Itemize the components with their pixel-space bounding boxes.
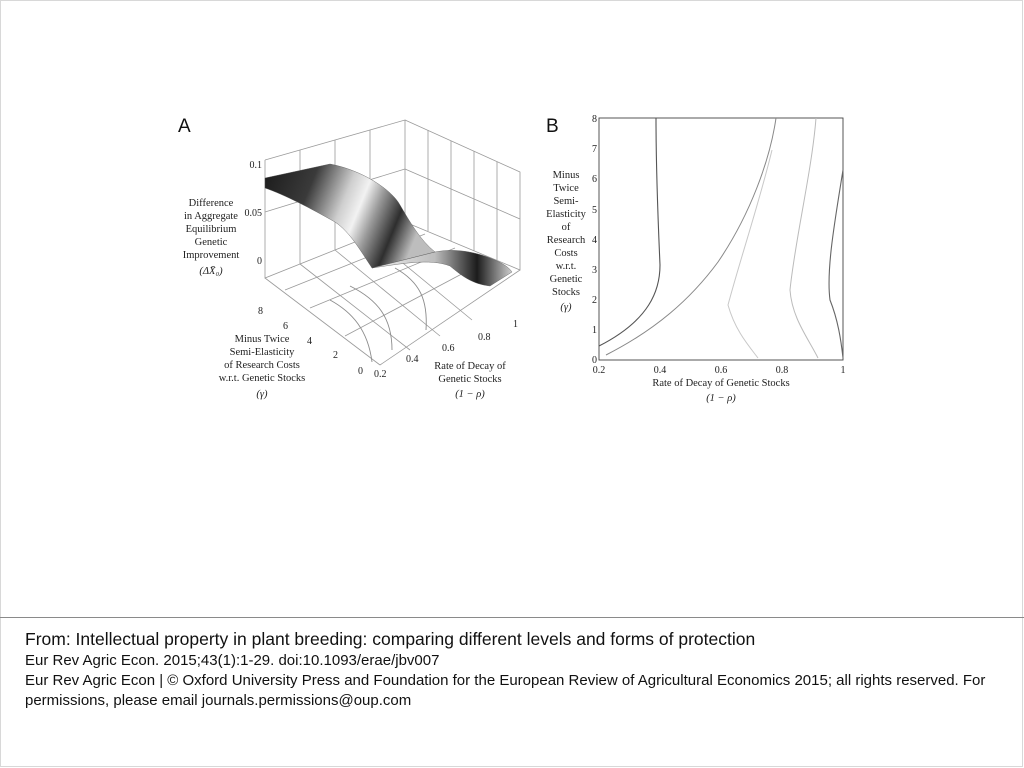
panel-b-y-tick: 8: [592, 114, 597, 125]
panel-b-plot-frame: [598, 117, 844, 361]
contour-line: [727, 149, 773, 359]
gamma-label-line: Semi-Elasticity: [230, 347, 295, 358]
panel-a: A: [178, 116, 521, 400]
panel-b-x-tick: 0.8: [776, 365, 789, 376]
panel-b-y-tick: 0: [592, 355, 597, 366]
panel-a-gamma-tick: 4: [307, 336, 312, 347]
contour-line: [828, 169, 844, 359]
panel-b-x-tick: 1: [841, 365, 846, 376]
panel-b-letter: B: [546, 116, 559, 137]
panel-a-decay-tick: 1: [513, 319, 518, 330]
panel-b-contours: [598, 117, 844, 359]
contour-line: [598, 117, 661, 347]
panel-a-decay-tick: 0.8: [478, 332, 491, 343]
b-y-label-line: w.r.t.: [556, 261, 577, 272]
b-y-label-line: Research: [547, 235, 586, 246]
b-y-label-line: Twice: [553, 183, 579, 194]
z-label-line: in Aggregate: [184, 211, 238, 222]
gamma-label-line: w.r.t. Genetic Stocks: [219, 373, 306, 384]
b-y-label-line: Genetic: [550, 274, 583, 285]
panel-a-gamma-tick: 2: [333, 350, 338, 361]
b-y-label-line: Costs: [554, 248, 577, 259]
panel-a-decay-tick: 0.4: [406, 354, 419, 365]
panel-a-box: [264, 119, 521, 366]
decay-label-line: Genetic Stocks: [438, 374, 501, 385]
figure-caption: From: Intellectual property in plant bre…: [25, 627, 1000, 711]
caption-citation: Eur Rev Agric Econ. 2015;43(1):1-29. doi…: [25, 652, 440, 669]
b-y-axis-symbol: (γ): [560, 302, 572, 313]
panel-a-gamma-ticks: 8 6 4 2 0: [258, 306, 363, 377]
decay-label-line: Rate of Decay of: [434, 361, 506, 372]
panel-b-y-label: Minus Twice Semi- Elasticity of Research…: [546, 170, 586, 313]
panel-b-y-tick: 3: [592, 265, 597, 276]
panel-b: B 8 7 6 5 4 3 2 1 0 0.2 0.4 0.6 0.8 1: [546, 114, 846, 404]
panel-a-gamma-tick: 8: [258, 306, 263, 317]
panel-a-z-tick: 0: [257, 256, 262, 267]
z-label-line: Improvement: [183, 250, 240, 261]
panel-b-x-tick: 0.2: [593, 365, 606, 376]
figure-graphic: A: [178, 114, 846, 404]
b-x-axis-symbol: (1 − ρ): [706, 393, 736, 404]
caption-copyright: Eur Rev Agric Econ | © Oxford University…: [25, 672, 986, 709]
panel-b-y-tick: 2: [592, 295, 597, 306]
panel-b-x-ticks: 0.2 0.4 0.6 0.8 1: [593, 365, 846, 376]
caption-divider: [0, 617, 1024, 618]
gamma-axis-symbol: (γ): [256, 389, 268, 400]
b-y-label-line: Elasticity: [546, 209, 586, 220]
panel-a-decay-label: Rate of Decay of Genetic Stocks (1 − ρ): [434, 361, 506, 400]
b-y-label-line: Semi-: [553, 196, 579, 207]
gamma-label-line: of Research Costs: [224, 360, 300, 371]
z-label-line: Genetic: [195, 237, 228, 248]
b-x-label: Rate of Decay of Genetic Stocks: [652, 378, 789, 389]
gamma-label-line: Minus Twice: [235, 334, 290, 345]
panel-a-decay-ticks: 0.2 0.4 0.6 0.8 1: [374, 319, 518, 380]
b-y-label-line: Stocks: [552, 287, 580, 298]
caption-title: From: Intellectual property in plant bre…: [25, 629, 756, 649]
panel-a-z-label: Difference in Aggregate Equilibrium Gene…: [183, 198, 240, 277]
panel-a-decay-tick: 0.6: [442, 343, 455, 354]
contour-line: [605, 117, 777, 356]
decay-axis-symbol: (1 − ρ): [455, 389, 485, 400]
z-label-line: Difference: [189, 198, 234, 209]
z-label-line: Equilibrium: [186, 224, 237, 235]
b-y-label-line: of: [562, 222, 571, 233]
panel-b-y-tick: 7: [592, 144, 597, 155]
panel-a-floor-contours: [329, 267, 427, 363]
panel-b-x-tick: 0.4: [654, 365, 667, 376]
panel-a-letter: A: [178, 116, 191, 137]
panel-a-gamma-label: Minus Twice Semi-Elasticity of Research …: [219, 334, 306, 400]
panel-b-y-tick: 1: [592, 325, 597, 336]
b-y-label-line: Minus: [553, 170, 580, 181]
panel-b-y-ticks: 8 7 6 5 4 3 2 1 0: [592, 114, 597, 366]
panel-a-gamma-tick: 0: [358, 366, 363, 377]
panel-b-y-tick: 6: [592, 174, 597, 185]
panel-a-surface: [264, 163, 513, 287]
panel-a-gamma-tick: 6: [283, 321, 288, 332]
z-axis-symbol: (ΔX̄₀): [199, 265, 223, 277]
panel-b-y-tick: 4: [592, 235, 597, 246]
panel-b-x-label: Rate of Decay of Genetic Stocks (1 − ρ): [652, 378, 789, 404]
panel-a-z-tick: 0.1: [250, 160, 263, 171]
panel-a-z-tick: 0.05: [245, 208, 263, 219]
panel-a-decay-tick: 0.2: [374, 369, 387, 380]
panel-b-x-tick: 0.6: [715, 365, 728, 376]
panel-b-y-tick: 5: [592, 205, 597, 216]
contour-line: [789, 117, 819, 359]
panel-a-z-ticks: 0.1 0.05 0: [245, 160, 263, 267]
